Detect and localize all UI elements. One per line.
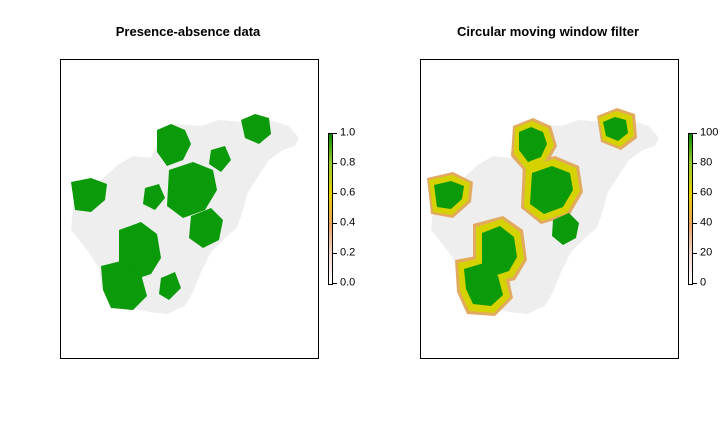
panel2-title: Circular moving window filter: [456, 24, 640, 39]
panel2-tick: [693, 163, 697, 164]
panel1-tick: [333, 133, 337, 134]
panel1-tick: [333, 193, 337, 194]
panel2-tick-label: 60: [700, 186, 713, 199]
panel2-tick: [693, 133, 697, 134]
panel1-tick: [333, 253, 337, 254]
panel2-legend: 100 80 60 40 20 0: [688, 127, 720, 289]
presence-patches: [71, 114, 271, 310]
panel1-tick: [333, 283, 337, 284]
panel2-tick: [693, 253, 697, 254]
panel2-color-ramp: [688, 133, 693, 285]
panel2-map: [427, 108, 659, 316]
panel1-tick-label: 0.2: [340, 246, 356, 259]
panel2-map-frame: [420, 59, 679, 359]
panel1-title: Presence-absence data: [115, 24, 261, 39]
panel1-tick: [333, 163, 337, 164]
panel2-tick-label: 80: [700, 156, 713, 169]
panel1-tick: [333, 223, 337, 224]
panel1-tick-label: 0.4: [340, 216, 356, 229]
panel1-legend: 1.0 0.8 0.6 0.4 0.2 0.0: [328, 127, 388, 289]
panel2-tick-label: 40: [700, 216, 713, 229]
panel1-tick-label: 0.0: [340, 276, 356, 289]
panel1-tick-label: 1.0: [340, 126, 356, 139]
panel1-map: [71, 114, 299, 314]
panel2-tick: [693, 283, 697, 284]
presence-patches: [434, 117, 628, 306]
panel2-tick-label: 0: [700, 276, 707, 289]
panel1-tick-label: 0.6: [340, 186, 356, 199]
panel1-color-ramp: [328, 133, 333, 285]
panel2-tick: [693, 223, 697, 224]
panel2-tick-label: 20: [700, 246, 713, 259]
panel1-tick-label: 0.8: [340, 156, 356, 169]
panel2-tick-label: 100: [700, 126, 719, 139]
panel2-tick: [693, 193, 697, 194]
panel1-map-frame: [60, 59, 319, 359]
